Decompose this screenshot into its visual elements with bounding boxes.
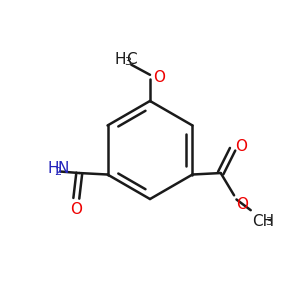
Text: 2: 2 — [54, 167, 61, 176]
Text: O: O — [236, 197, 248, 212]
Text: H: H — [47, 161, 59, 176]
Text: H: H — [115, 52, 126, 67]
Text: N: N — [58, 161, 69, 176]
Text: CH: CH — [252, 214, 274, 229]
Text: O: O — [70, 202, 82, 217]
Text: 3: 3 — [124, 57, 132, 67]
Text: C: C — [126, 52, 136, 67]
Text: 3: 3 — [265, 217, 272, 227]
Text: O: O — [153, 70, 165, 85]
Text: O: O — [236, 140, 247, 154]
